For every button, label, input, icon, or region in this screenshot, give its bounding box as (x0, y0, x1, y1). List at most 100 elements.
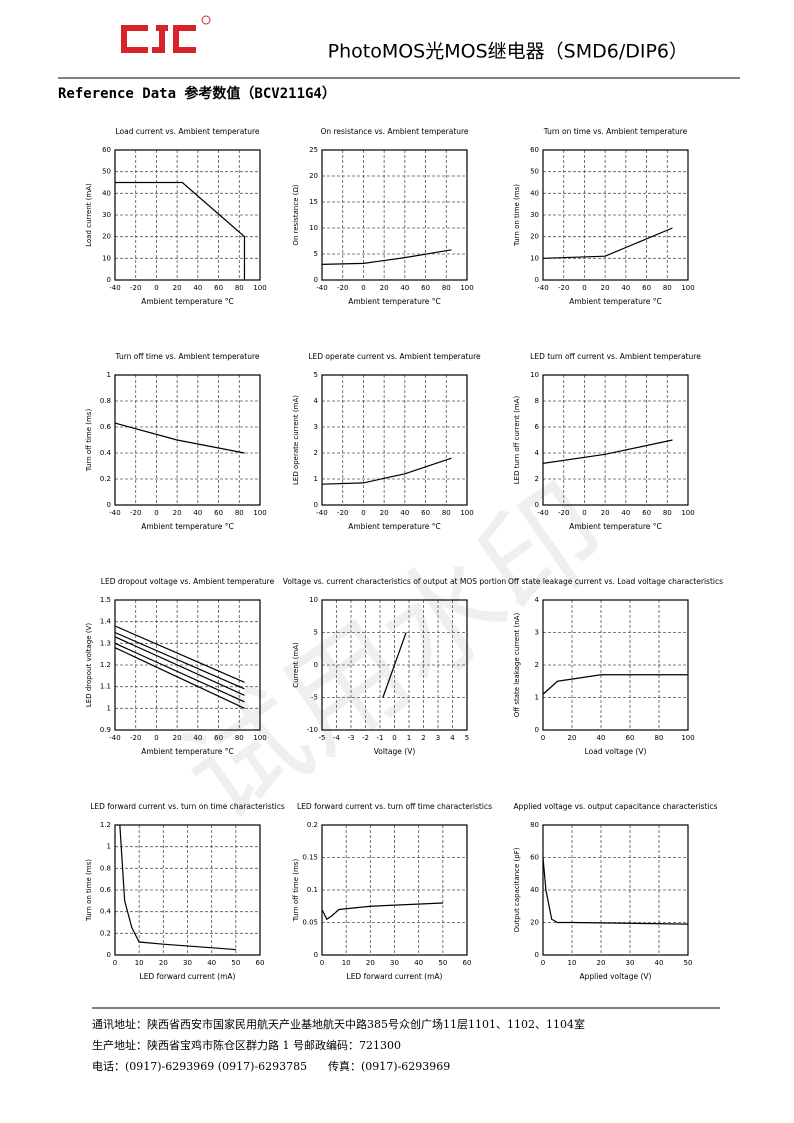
x-tick-label: 100 (681, 509, 694, 517)
chart-title: LED forward current vs. turn on time cha… (90, 802, 285, 811)
y-tick-label: 40 (530, 886, 539, 894)
y-tick-label: 40 (102, 189, 111, 197)
y-tick-label: 3 (535, 629, 539, 637)
y-tick-label: 5 (314, 629, 318, 637)
x-axis-label: LED forward current (mA) (140, 972, 236, 981)
x-tick-label: 40 (414, 959, 423, 967)
plot-frame (542, 599, 689, 731)
x-tick-label: -20 (130, 509, 141, 517)
y-axis-label: LED operate current (mA) (292, 395, 300, 485)
y-axis-label: Turn off time (ms) (85, 409, 93, 473)
x-tick-label: 100 (460, 509, 473, 517)
x-tick-label: -40 (537, 509, 548, 517)
y-tick-label: 6 (535, 423, 540, 431)
chart-title: LED forward current vs. turn off time ch… (297, 802, 492, 811)
y-axis-label: Load current (mA) (85, 183, 93, 247)
x-tick-label: 60 (214, 284, 223, 292)
chart: LED dropout voltage vs. Ambient temperat… (85, 577, 275, 756)
y-tick-label: 60 (102, 146, 111, 154)
x-tick-label: 80 (235, 284, 244, 292)
y-tick-label: 0.9 (100, 726, 111, 734)
y-tick-label: 50 (102, 168, 111, 176)
y-tick-label: 2 (314, 449, 318, 457)
x-tick-label: 60 (626, 734, 635, 742)
x-tick-label: 20 (601, 509, 610, 517)
x-tick-label: 100 (681, 284, 694, 292)
y-tick-label: 0 (107, 951, 111, 959)
y-axis-label: Turn on time (ms) (85, 859, 93, 922)
y-tick-label: 30 (102, 211, 111, 219)
x-tick-label: -20 (558, 284, 569, 292)
x-tick-label: -20 (130, 734, 141, 742)
y-tick-label: 0 (535, 951, 539, 959)
y-axis-label: LED turn off current (mA) (513, 396, 521, 485)
x-tick-label: 30 (626, 959, 635, 967)
y-tick-label: -10 (307, 726, 318, 734)
data-line (542, 674, 688, 695)
y-tick-label: 10 (102, 254, 111, 262)
x-tick-label: -40 (537, 284, 548, 292)
x-axis-label: Ambient temperature °C (569, 522, 662, 531)
plot-frame (542, 374, 689, 506)
y-tick-label: 0 (535, 726, 539, 734)
chart: On resistance vs. Ambient temperature -40… (292, 127, 474, 306)
x-tick-label: 50 (684, 959, 693, 967)
x-axis-label: Load voltage (V) (585, 747, 647, 756)
y-tick-label: 1 (535, 694, 539, 702)
x-tick-label: 100 (253, 284, 266, 292)
y-tick-label: 4 (535, 596, 540, 604)
y-tick-label: 20 (530, 919, 539, 927)
x-tick-label: -40 (316, 284, 327, 292)
x-tick-label: 0 (541, 959, 545, 967)
y-tick-label: 0.6 (100, 423, 112, 431)
x-tick-label: -20 (337, 509, 348, 517)
y-tick-label: 1 (107, 843, 111, 851)
x-tick-label: 5 (465, 734, 469, 742)
y-tick-label: 0 (107, 276, 111, 284)
x-tick-label: 40 (193, 734, 202, 742)
x-tick-label: -40 (316, 509, 327, 517)
y-tick-label: 8 (535, 397, 539, 405)
x-tick-label: -40 (109, 734, 120, 742)
chart-title: Turn on time vs. Ambient temperature (543, 127, 688, 136)
x-tick-label: 2 (421, 734, 425, 742)
logo (121, 15, 211, 53)
x-tick-label: 40 (207, 959, 216, 967)
y-tick-label: 0 (314, 661, 318, 669)
x-tick-label: 20 (568, 734, 577, 742)
chart-title: Off state leakage current vs. Load volta… (508, 577, 723, 586)
x-tick-label: 0 (320, 959, 324, 967)
plot-frame (542, 824, 689, 956)
header-title: PhotoMOS光MOS继电器（SMD6/DIP6） (328, 41, 688, 63)
y-tick-label: 4 (314, 397, 319, 405)
plot-frame (114, 149, 261, 281)
y-axis-label: Turn on time (ms) (513, 184, 521, 247)
y-tick-label: 0.8 (100, 397, 111, 405)
data-line (114, 636, 245, 696)
x-tick-label: 80 (663, 509, 672, 517)
y-tick-label: 0.2 (100, 475, 111, 483)
x-tick-label: 50 (231, 959, 240, 967)
y-tick-label: 1.2 (100, 661, 111, 669)
x-tick-label: 50 (438, 959, 447, 967)
y-tick-label: 5 (314, 371, 318, 379)
y-tick-label: 20 (530, 233, 539, 241)
y-tick-label: 25 (309, 146, 318, 154)
x-tick-label: 20 (173, 284, 182, 292)
y-tick-label: 60 (530, 146, 539, 154)
x-tick-label: 40 (655, 959, 664, 967)
data-line (114, 625, 245, 683)
x-tick-label: 20 (380, 284, 389, 292)
y-axis-label: On resistance (Ω) (292, 184, 300, 245)
data-line (114, 422, 245, 454)
x-tick-label: -4 (333, 734, 341, 742)
x-tick-label: 100 (460, 284, 473, 292)
chart-title: LED dropout voltage vs. Ambient temperat… (101, 577, 275, 586)
y-tick-label: 1.1 (100, 683, 111, 691)
y-tick-label: 60 (530, 854, 539, 862)
y-tick-label: 0.4 (100, 908, 112, 916)
y-tick-label: 10 (309, 224, 318, 232)
y-tick-label: 3 (314, 423, 318, 431)
data-line (115, 181, 246, 280)
x-tick-label: 80 (235, 734, 244, 742)
